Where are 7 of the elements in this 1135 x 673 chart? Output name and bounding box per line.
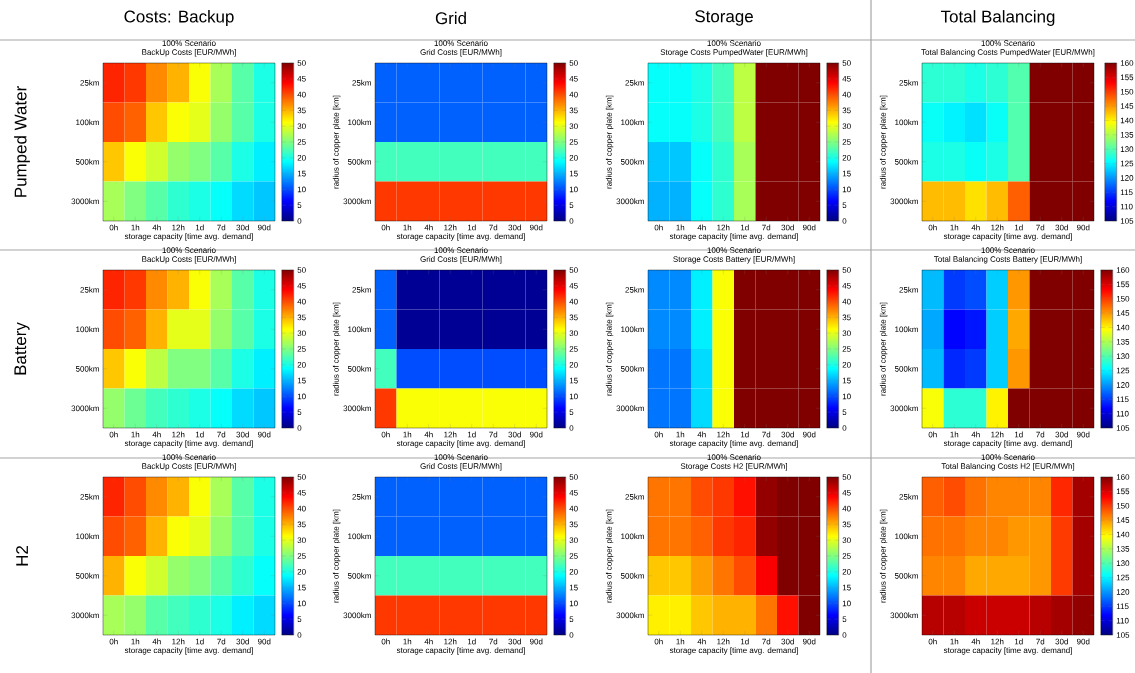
text: Costs: Backup xyxy=(124,10,234,26)
text: Grid xyxy=(435,11,466,25)
text: Pumped Water xyxy=(14,86,30,197)
text: Battery xyxy=(14,322,30,375)
text: Total Balancing xyxy=(940,10,1055,26)
text: H2 xyxy=(16,546,28,566)
text: Storage xyxy=(695,10,753,26)
